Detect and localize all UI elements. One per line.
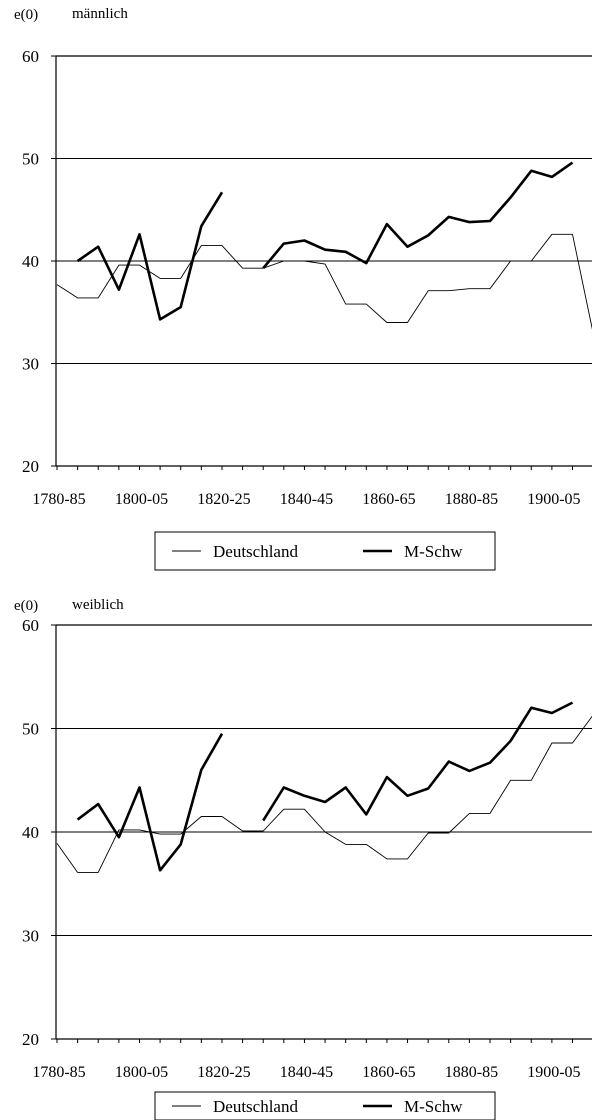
x-tick-label: 1900-05 [527,1064,580,1081]
x-tick-label: 1860-65 [362,491,415,508]
legend-label: Deutschland [213,1097,298,1116]
legend-label: M-Schw [404,1097,463,1116]
series-line-M-Schw [76,733,224,872]
legend-label: M-Schw [404,542,463,561]
y-tick-label: 20 [22,457,39,476]
legend-box [154,531,496,571]
chart-panel-weiblich: e(0) weiblich 20 30 40 50 60 1780-85 1800-05 1820… [14,597,592,1120]
series-line-Deutschland [56,233,592,330]
chart-panel-männlich: e(0) männlich 20 30 40 50 60 1780-85 1800-05 1820… [14,6,592,571]
y-axis-label: e(0) [14,598,38,614]
series-line-Deutschland [56,715,592,873]
y-tick-label: 60 [22,47,39,66]
x-tick-label: 1840-45 [280,1064,333,1081]
x-tick-label: 1820-25 [197,1064,250,1081]
x-tick-label: 1780-85 [32,491,85,508]
y-axis-label: e(0) [14,7,38,23]
x-tick-label: 1900-05 [527,491,580,508]
x-tick-label: 1880-85 [445,491,498,508]
y-tick-label: 50 [22,720,39,739]
x-tick-label: 1780-85 [32,1064,85,1081]
y-tick-label: 20 [22,1030,39,1049]
x-tick-label: 1880-85 [445,1064,498,1081]
y-tick-label: 40 [22,252,39,271]
legend-box [154,1091,496,1120]
legend-label: Deutschland [213,542,298,561]
chart-title: weiblich [72,597,124,613]
x-tick-label: 1840-45 [280,491,333,508]
y-tick-label: 30 [22,927,39,946]
x-tick-label: 1800-05 [115,491,168,508]
y-tick-label: 30 [22,355,39,374]
series-line-M-Schw [262,701,574,822]
x-tick-label: 1860-65 [362,1064,415,1081]
series-line-M-Schw [262,161,574,270]
series-line-M-Schw [76,191,224,321]
legend: Deutschland M-Schw [154,531,496,571]
x-tick-label: 1820-25 [197,491,250,508]
x-tick-label: 1800-05 [115,1064,168,1081]
chart-title: männlich [72,6,128,22]
y-tick-label: 60 [22,616,39,635]
legend: Deutschland M-Schw [154,1091,496,1120]
y-tick-label: 50 [22,150,39,169]
y-tick-label: 40 [22,823,39,842]
